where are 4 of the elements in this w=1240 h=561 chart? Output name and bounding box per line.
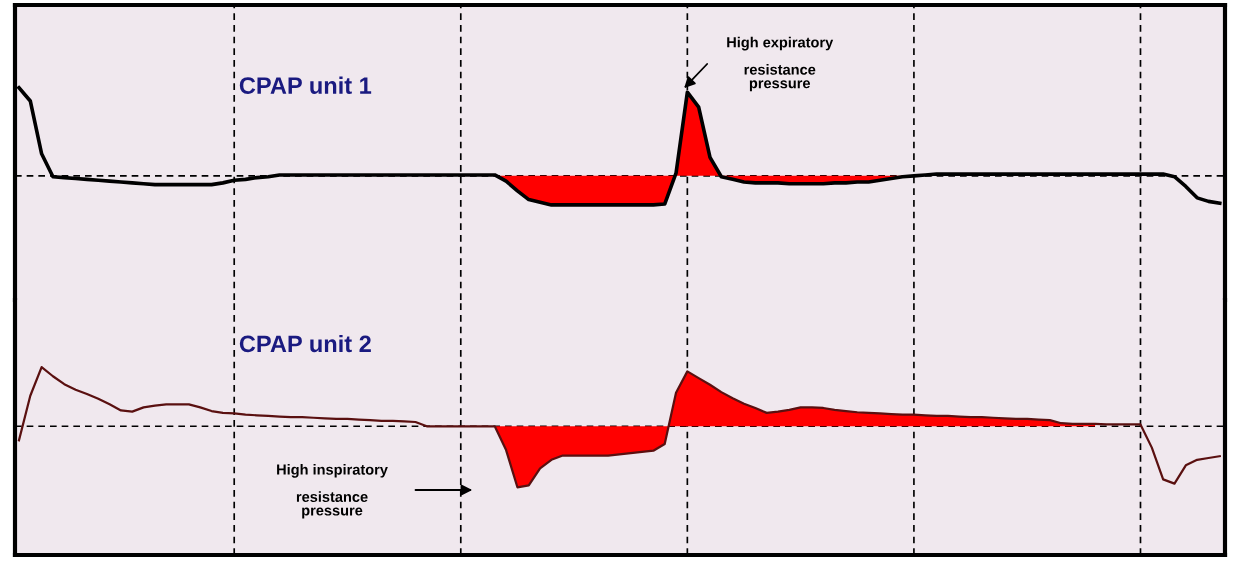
chart-title: CPAP unit 2 [239,334,371,353]
annotation: High expiratory resistance pressure [727,36,834,92]
chart-title: CPAP unit 1 [239,76,372,94]
annotation: High inspiratory resistance pressure [277,464,388,519]
